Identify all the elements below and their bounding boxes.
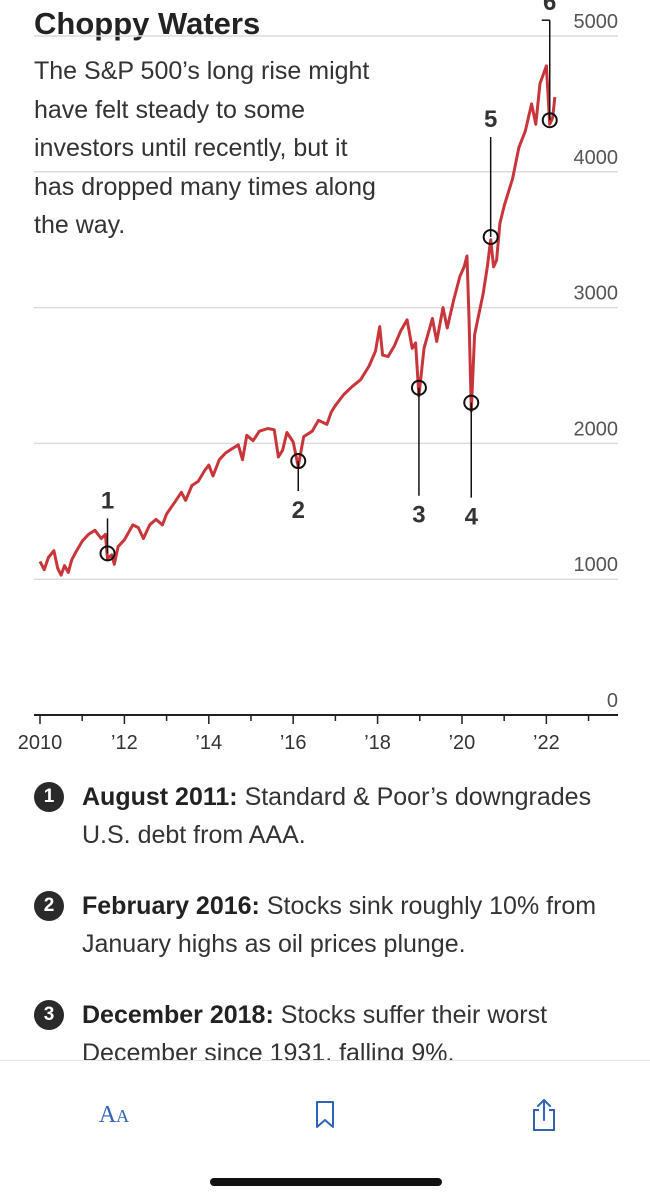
x-tick-label: ’18 <box>364 732 391 754</box>
annotation-marker <box>463 394 480 411</box>
sp500-chart: 0 1000 2000 3000 4000 5000 2010 ’12 ’14 ’16 ’18 ’20… <box>18 0 619 754</box>
annotation-label: 2 <box>292 497 305 524</box>
share-button[interactable] <box>522 1093 566 1137</box>
note-date: August 2011: <box>82 783 238 811</box>
annotation-label: 1 <box>101 487 114 514</box>
note-number-badge: 1 <box>34 782 64 812</box>
sp500-line <box>38 64 557 577</box>
y-tick-label: 4000 <box>574 147 619 169</box>
share-icon <box>533 1098 555 1131</box>
note-text: Stocks sink roughly 10% from January hig… <box>82 892 597 958</box>
note-number-badge: 3 <box>34 1000 64 1030</box>
chart-dek: The S&P 500’s long rise might have felt … <box>34 57 376 239</box>
annotation-notes: 1 August 2011: Standard & Poor’s downgra… <box>34 778 624 1105</box>
y-tick-label: 3000 <box>574 283 619 305</box>
home-indicator <box>210 1178 442 1186</box>
annotation-marker <box>482 228 499 245</box>
annotation-label: 3 <box>412 502 425 529</box>
note-item: 2 February 2016: Stocks sink roughly 10%… <box>34 887 624 963</box>
x-tick-label: ’20 <box>449 732 476 754</box>
bookmark-button[interactable] <box>303 1093 347 1137</box>
note-date: December 2018: <box>82 1001 274 1029</box>
annotation-marker <box>541 112 558 129</box>
text-size-icon: AA <box>98 1101 130 1128</box>
annotation-marker <box>410 379 427 396</box>
chart-title: Choppy Waters <box>34 6 261 41</box>
y-tick-label: 1000 <box>574 554 619 576</box>
annotation-label: 5 <box>484 106 497 133</box>
note-text: Standard & Poor’s downgrades U.S. debt f… <box>82 783 592 849</box>
note-number-badge: 2 <box>34 891 64 921</box>
annotation-label: 6 <box>543 0 556 16</box>
x-tick-label: ’14 <box>195 732 222 754</box>
x-tick-label: 2010 <box>18 732 63 754</box>
annotation-marker <box>290 453 307 470</box>
bookmark-icon <box>316 1101 334 1128</box>
text-size-button[interactable]: AA <box>92 1093 136 1137</box>
note-date: February 2016: <box>82 892 260 920</box>
y-tick-label: 5000 <box>574 11 619 33</box>
annotation-label: 4 <box>465 504 479 531</box>
y-tick-label: 0 <box>607 690 618 712</box>
bottom-toolbar: AA <box>0 1060 650 1156</box>
x-tick-label: ’22 <box>533 732 560 754</box>
annotation-marker <box>99 545 116 562</box>
y-tick-label: 2000 <box>574 418 619 440</box>
x-tick-label: ’16 <box>280 732 307 754</box>
x-tick-label: ’12 <box>111 732 138 754</box>
note-item: 1 August 2011: Standard & Poor’s downgra… <box>34 778 624 854</box>
